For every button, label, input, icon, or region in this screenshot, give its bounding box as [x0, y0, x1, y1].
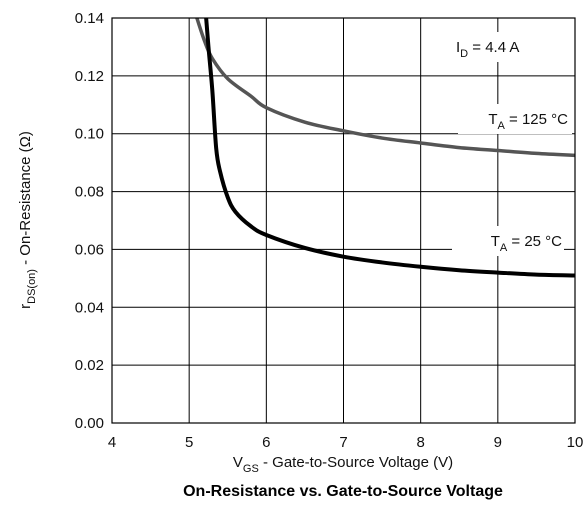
y-tick-label: 0.02	[75, 357, 104, 374]
x-tick-label: 10	[567, 434, 584, 451]
y-tick-label: 0.04	[75, 299, 104, 316]
plot-frame	[111, 17, 576, 424]
y-tick-label: 0.06	[75, 241, 104, 258]
series-label-bg-125	[458, 104, 572, 134]
annotation-bg-id	[450, 32, 550, 62]
grid	[112, 18, 575, 423]
series-line	[195, 18, 575, 158]
tick-labels: 4 5 6 7 8 9 10 0.00 0.02 0.04 0.06 0.08 0.10 0.12 0.14	[75, 10, 584, 451]
x-tick-label: 9	[494, 434, 502, 451]
y-tick-label: 0.08	[75, 184, 104, 201]
x-axis-label: VGS - Gate-to-Source Voltage (V)	[233, 454, 453, 475]
x-tick-label: 7	[339, 434, 347, 451]
series-lines	[195, 18, 575, 278]
series-label-125c: TA = 125 °C	[488, 111, 568, 132]
x-tick-label: 5	[185, 434, 193, 451]
y-tick-label: 0.00	[75, 415, 104, 432]
annotation-drain-current: ID = 4.4 A	[456, 39, 519, 60]
x-tick-label: 8	[416, 434, 424, 451]
y-axis-label: rDS(on) - On-Resistance (Ω)	[17, 131, 38, 309]
series-label-25c: TA = 25 °C	[491, 233, 562, 254]
series-label-bg-25	[452, 226, 564, 256]
y-tick-label: 0.12	[75, 68, 104, 85]
x-tick-label: 4	[108, 434, 116, 451]
y-tick-label: 0.10	[75, 126, 104, 143]
series-line	[204, 18, 575, 278]
chart-title: On-Resistance vs. Gate-to-Source Voltage	[183, 483, 503, 500]
x-tick-label: 6	[262, 434, 270, 451]
y-tick-label: 0.14	[75, 10, 104, 27]
